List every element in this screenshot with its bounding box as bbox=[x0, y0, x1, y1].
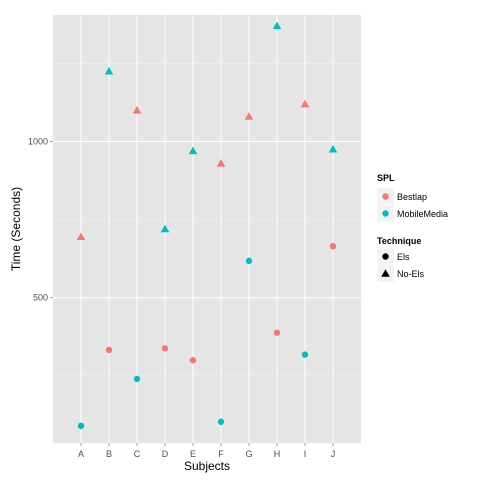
y-axis-title: Time (Seconds) bbox=[9, 187, 23, 271]
y-tick-label: 1000 bbox=[28, 137, 48, 147]
x-axis-ticks: A B C D E F G H I J bbox=[78, 443, 335, 459]
legend-label: Els bbox=[397, 252, 410, 262]
legend-title-technique: Technique bbox=[377, 236, 421, 246]
x-tick-label: C bbox=[134, 449, 141, 459]
x-tick-label: D bbox=[162, 449, 169, 459]
circle-point bbox=[189, 357, 197, 364]
circle-point bbox=[301, 351, 309, 358]
triangle-point bbox=[272, 21, 282, 30]
legend-label: Bestlap bbox=[397, 192, 427, 202]
triangle-point bbox=[244, 112, 254, 120]
y-tick-label: 500 bbox=[33, 293, 48, 303]
x-tick-label: H bbox=[274, 449, 281, 459]
circle-point bbox=[245, 257, 253, 265]
x-tick-label: E bbox=[190, 449, 196, 459]
triangle-point bbox=[104, 66, 114, 75]
y-axis-ticks: 500 1000 bbox=[28, 137, 53, 303]
legend-label: No-Els bbox=[397, 269, 425, 279]
legend-shape-entries: Els No-Els bbox=[376, 247, 425, 283]
circle-point bbox=[133, 375, 141, 383]
x-tick-label: I bbox=[304, 449, 307, 459]
circle-point bbox=[217, 418, 225, 425]
circle-point bbox=[161, 345, 169, 352]
x-tick-label: G bbox=[245, 449, 252, 459]
triangle-point bbox=[188, 146, 198, 155]
triangle-point bbox=[328, 145, 338, 153]
circle-point bbox=[273, 329, 281, 336]
circle-point bbox=[329, 242, 337, 250]
legend: SPL Bestlap MobileMedia Technique Els No-E… bbox=[376, 173, 448, 283]
legend-triangle-swatch bbox=[381, 269, 390, 277]
legend-color-swatch bbox=[382, 210, 389, 217]
x-tick-label: J bbox=[331, 449, 336, 459]
x-tick-label: B bbox=[106, 449, 112, 459]
legend-circle-swatch bbox=[382, 253, 389, 260]
x-tick-label: A bbox=[78, 449, 84, 459]
legend-label: MobileMedia bbox=[397, 209, 448, 219]
circle-point bbox=[105, 346, 113, 354]
x-tick-label: F bbox=[218, 449, 224, 459]
triangle-point bbox=[132, 105, 142, 114]
legend-title-spl: SPL bbox=[377, 173, 395, 183]
triangle-point bbox=[160, 224, 170, 233]
plot-panel bbox=[53, 15, 361, 443]
triangle-point bbox=[300, 99, 310, 108]
data-points bbox=[76, 21, 338, 430]
minor-gridlines bbox=[53, 63, 361, 377]
legend-color-swatch bbox=[382, 193, 389, 200]
triangle-point bbox=[76, 232, 86, 241]
major-gridlines bbox=[53, 15, 361, 443]
triangle-point bbox=[216, 159, 226, 167]
circle-point bbox=[77, 422, 85, 430]
legend-color-entries: Bestlap MobileMedia bbox=[376, 187, 448, 223]
x-axis-title: Subjects bbox=[184, 459, 230, 473]
